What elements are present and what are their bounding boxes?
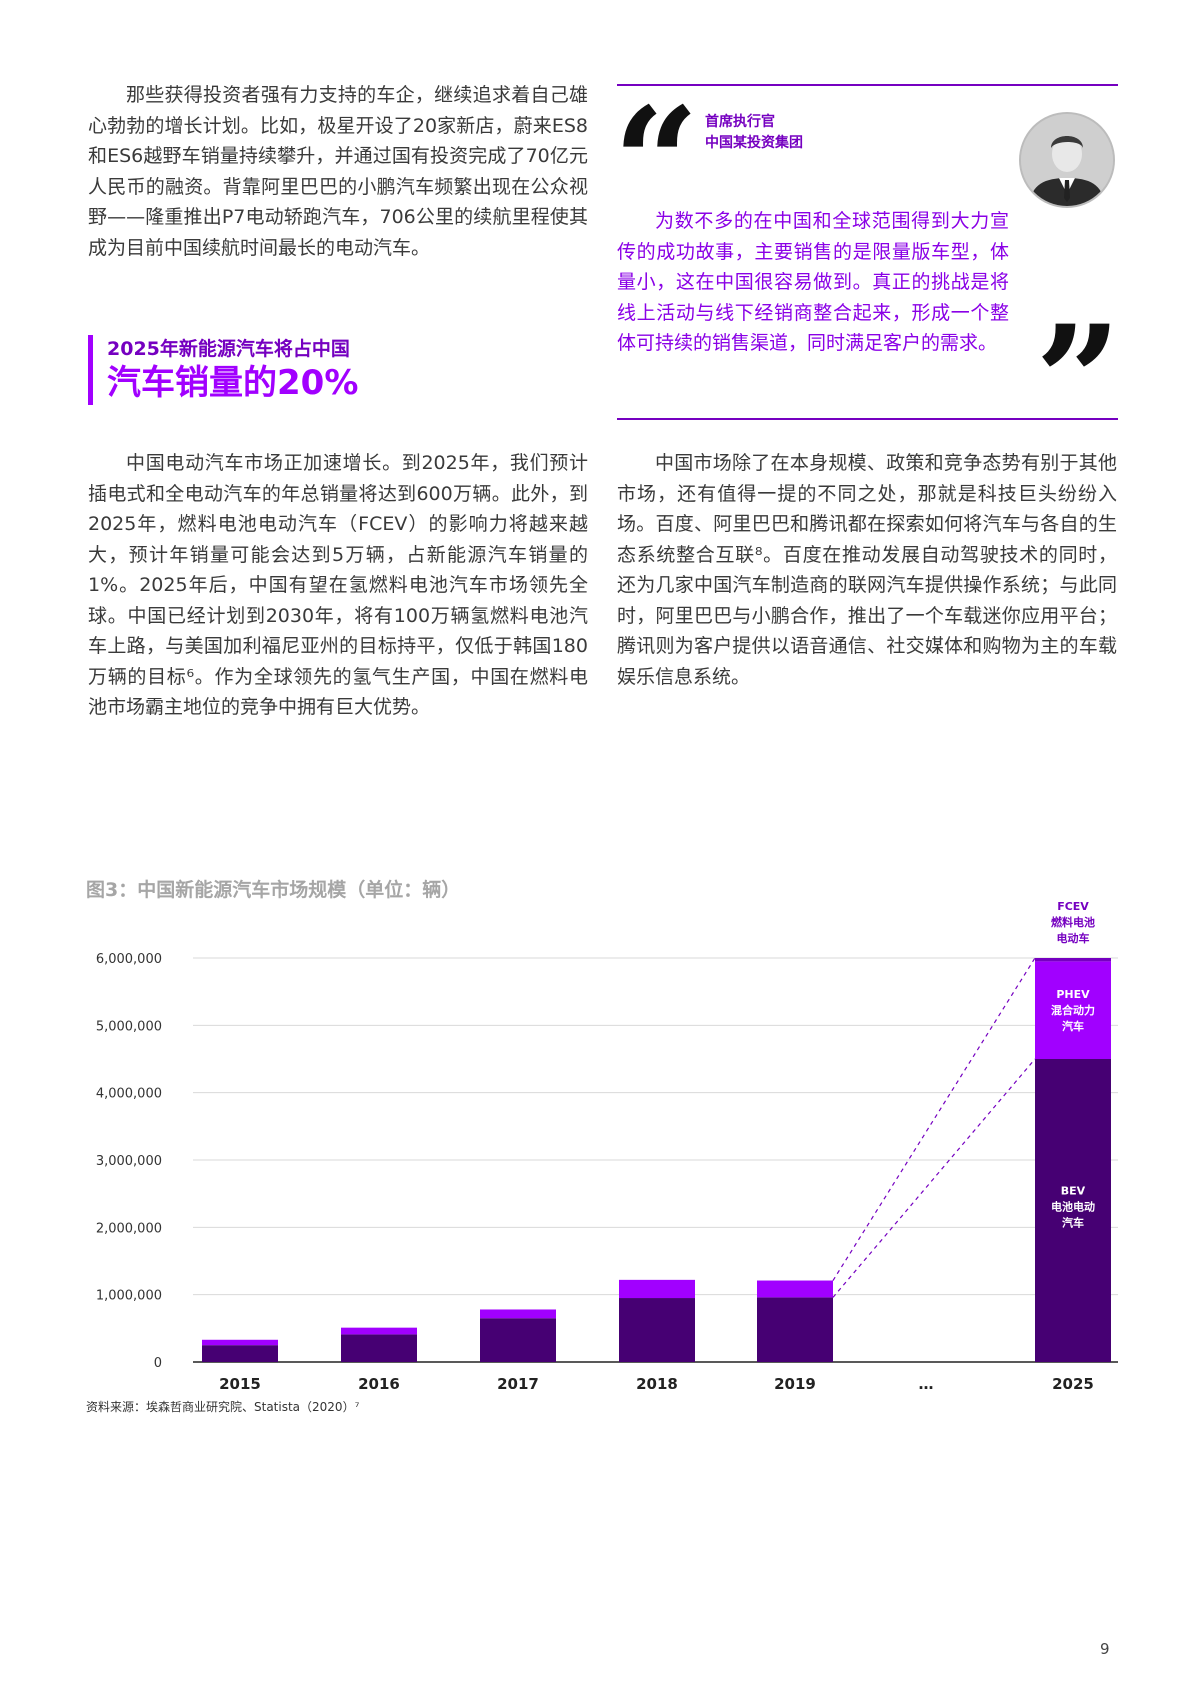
nev-market-chart: 0 1,000,000 2,000,000 3,000,000 4,000,000 5,0… bbox=[96, 900, 1118, 1393]
bar-bev bbox=[757, 1297, 833, 1362]
phev-segment-label: 汽车 bbox=[1062, 1019, 1084, 1033]
y-tick-label: 4,000,000 bbox=[96, 1087, 162, 1102]
bar-phev bbox=[480, 1309, 556, 1319]
bar-phev bbox=[341, 1327, 417, 1335]
bar-bev bbox=[341, 1334, 417, 1362]
quote-attribution-org: 中国某投资集团 bbox=[705, 135, 803, 151]
bar-bev bbox=[619, 1298, 695, 1362]
bar-bev bbox=[480, 1318, 556, 1362]
bev-segment-label: 汽车 bbox=[1062, 1216, 1084, 1230]
quote-bottom-rule bbox=[617, 418, 1118, 420]
x-tick-label: … bbox=[919, 1375, 934, 1393]
x-tick-label: 2025 bbox=[1052, 1375, 1094, 1393]
close-quote-icon: ” bbox=[1035, 293, 1122, 469]
pull-quote: “ 首席执行官 中国某投资集团 为数不多的在中国和全球范围得到大力宣传的成功故事… bbox=[613, 84, 1121, 456]
quote-attribution-role: 首席执行官 bbox=[705, 114, 775, 130]
fcev-segment-label: 燃料电池 bbox=[1050, 915, 1095, 929]
bev-segment-label: 电池电动 bbox=[1051, 1200, 1095, 1214]
x-tick-label: 2019 bbox=[774, 1375, 816, 1393]
quote-top-rule bbox=[617, 84, 1118, 86]
connector-line-top bbox=[832, 957, 1036, 1281]
section-heading-large: 汽车销量的20% bbox=[107, 363, 359, 403]
open-quote-icon: “ bbox=[613, 75, 700, 251]
source-note: 资料来源：埃森哲商业研究院、Statista（2020）⁷ bbox=[86, 1400, 360, 1414]
connector-line-bev bbox=[832, 1058, 1036, 1298]
x-tick-label: 2015 bbox=[219, 1375, 261, 1393]
fcev-segment-label: FCEV bbox=[1057, 900, 1089, 913]
y-tick-label: 1,000,000 bbox=[96, 1289, 162, 1304]
bar-phev bbox=[757, 1280, 833, 1298]
section-heading: 2025年新能源汽车将占中国 汽车销量的20% bbox=[88, 335, 358, 405]
x-tick-label: 2017 bbox=[497, 1375, 539, 1393]
market-growth-paragraph: 中国电动汽车市场正加速增长。到2025年，我们预计插电式和全电动汽车的年总销量将… bbox=[88, 452, 588, 718]
quote-text: 为数不多的在中国和全球范围得到大力宣传的成功故事，主要销售的是限量版车型，体量小… bbox=[617, 210, 1009, 354]
y-tick-label: 6,000,000 bbox=[96, 952, 162, 967]
phev-segment-label: PHEV bbox=[1056, 988, 1090, 1001]
bev-segment-label: BEV bbox=[1061, 1185, 1086, 1198]
x-tick-label: 2016 bbox=[358, 1375, 400, 1393]
bar-phev bbox=[202, 1339, 278, 1346]
section-heading-small: 2025年新能源汽车将占中国 bbox=[107, 338, 350, 360]
fcev-segment-label: 电动车 bbox=[1057, 931, 1090, 945]
bar-fcev bbox=[1035, 958, 1111, 962]
intro-paragraph: 那些获得投资者强有力支持的车企，继续追求着自己雄心勃勃的增长计划。比如，极星开设… bbox=[88, 84, 588, 259]
y-tick-label: 2,000,000 bbox=[96, 1221, 162, 1236]
x-tick-label: 2018 bbox=[636, 1375, 678, 1393]
bar-bev bbox=[1035, 1059, 1111, 1362]
y-tick-label: 0 bbox=[154, 1356, 162, 1371]
bar-phev bbox=[619, 1279, 695, 1299]
chart-title: 图3：中国新能源汽车市场规模（单位：辆） bbox=[86, 879, 461, 901]
bar-bev bbox=[202, 1345, 278, 1362]
tech-giants-paragraph: 中国市场除了在本身规模、政策和竞争态势有别于其他市场，还有值得一提的不同之处，那… bbox=[617, 452, 1117, 688]
phev-segment-label: 混合动力 bbox=[1051, 1003, 1095, 1017]
bar-phev bbox=[1035, 961, 1111, 1059]
avatar bbox=[1019, 112, 1115, 208]
quote-attribution: 首席执行官 中国某投资集团 bbox=[705, 112, 803, 154]
person-silhouette-icon bbox=[1021, 114, 1113, 206]
y-tick-label: 5,000,000 bbox=[96, 1019, 162, 1034]
y-tick-label: 3,000,000 bbox=[96, 1154, 162, 1169]
page-number: 9 bbox=[1100, 1640, 1110, 1658]
